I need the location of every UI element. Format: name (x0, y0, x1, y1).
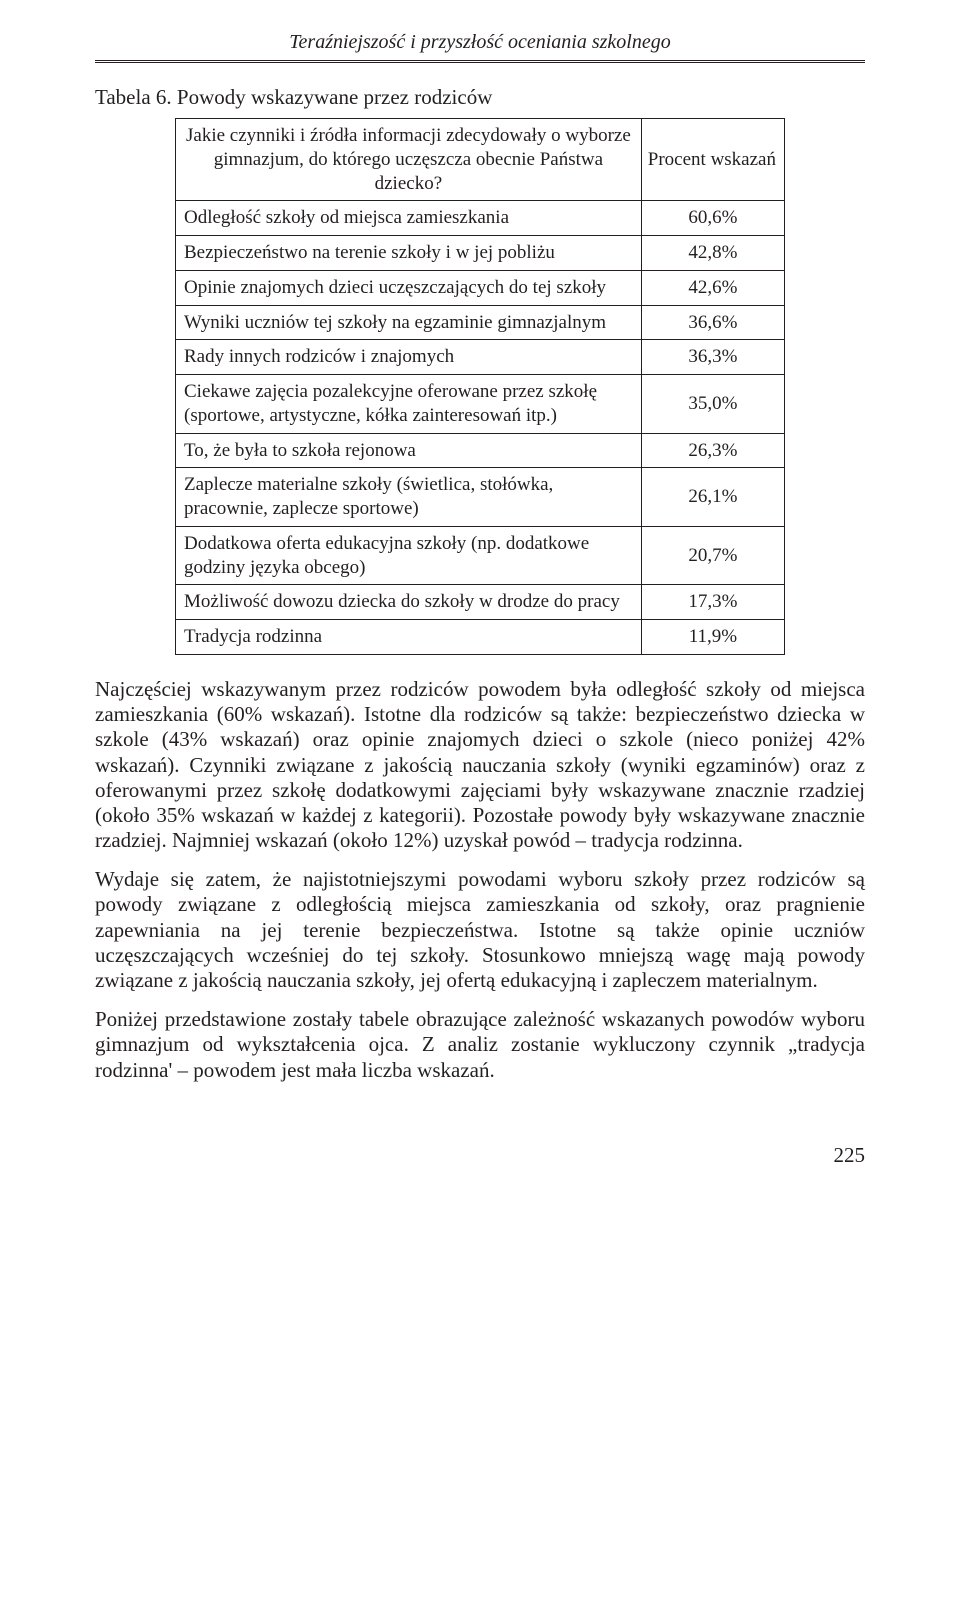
body-paragraph: Poniżej przedstawione zostały tabele obr… (95, 1007, 865, 1083)
table-cell-value: 11,9% (641, 620, 784, 655)
table-cell-value: 26,1% (641, 468, 784, 527)
table-row: Opinie znajomych dzieci uczęszczających … (176, 270, 785, 305)
table-row: Wyniki uczniów tej szkoły na egzaminie g… (176, 305, 785, 340)
table-caption: Tabela 6. Powody wskazywane przez rodzic… (95, 85, 865, 110)
table-row: Możliwość dowozu dziecka do szkoły w dro… (176, 585, 785, 620)
table-cell-label: Bezpieczeństwo na terenie szkoły i w jej… (176, 236, 642, 271)
table-cell-label: Odległość szkoły od miejsca zamieszkania (176, 201, 642, 236)
table-cell-label: Opinie znajomych dzieci uczęszczających … (176, 270, 642, 305)
table-row: Odległość szkoły od miejsca zamieszkania… (176, 201, 785, 236)
table-row: Rady innych rodziców i znajomych 36,3% (176, 340, 785, 375)
table-cell-value: 60,6% (641, 201, 784, 236)
reasons-table: Jakie czynniki i źródła informacji zdecy… (175, 118, 785, 655)
table-cell-label: Możliwość dowozu dziecka do szkoły w dro… (176, 585, 642, 620)
table-row: To, że była to szkoła rejonowa 26,3% (176, 433, 785, 468)
table-header-label: Jakie czynniki i źródła informacji zdecy… (176, 119, 642, 201)
table-row: Dodatkowa oferta edukacyjna szkoły (np. … (176, 526, 785, 585)
body-paragraph: Wydaje się zatem, że najistotniejszymi p… (95, 867, 865, 993)
table-header-row: Jakie czynniki i źródła informacji zdecy… (176, 119, 785, 201)
table-cell-value: 20,7% (641, 526, 784, 585)
table-cell-label: Zaplecze materialne szkoły (świetlica, s… (176, 468, 642, 527)
table-cell-label: Ciekawe zajęcia pozalekcyjne oferowane p… (176, 375, 642, 434)
table-cell-label: To, że była to szkoła rejonowa (176, 433, 642, 468)
table-cell-value: 36,6% (641, 305, 784, 340)
table-cell-value: 35,0% (641, 375, 784, 434)
table-cell-label: Rady innych rodziców i znajomych (176, 340, 642, 375)
table-cell-value: 36,3% (641, 340, 784, 375)
table-cell-value: 26,3% (641, 433, 784, 468)
table-row: Zaplecze materialne szkoły (świetlica, s… (176, 468, 785, 527)
table-cell-label: Dodatkowa oferta edukacyjna szkoły (np. … (176, 526, 642, 585)
body-paragraph: Najczęściej wskazywanym przez rodziców p… (95, 677, 865, 853)
table-row: Ciekawe zajęcia pozalekcyjne oferowane p… (176, 375, 785, 434)
table-row: Bezpieczeństwo na terenie szkoły i w jej… (176, 236, 785, 271)
page-number: 225 (95, 1143, 865, 1168)
table-cell-label: Wyniki uczniów tej szkoły na egzaminie g… (176, 305, 642, 340)
table-cell-value: 42,8% (641, 236, 784, 271)
table-cell-value: 42,6% (641, 270, 784, 305)
table-header-value: Procent wskazań (641, 119, 784, 201)
table-row: Tradycja rodzinna 11,9% (176, 620, 785, 655)
table-cell-label: Tradycja rodzinna (176, 620, 642, 655)
running-header: Teraźniejszość i przyszłość oceniania sz… (95, 30, 865, 63)
table-cell-value: 17,3% (641, 585, 784, 620)
